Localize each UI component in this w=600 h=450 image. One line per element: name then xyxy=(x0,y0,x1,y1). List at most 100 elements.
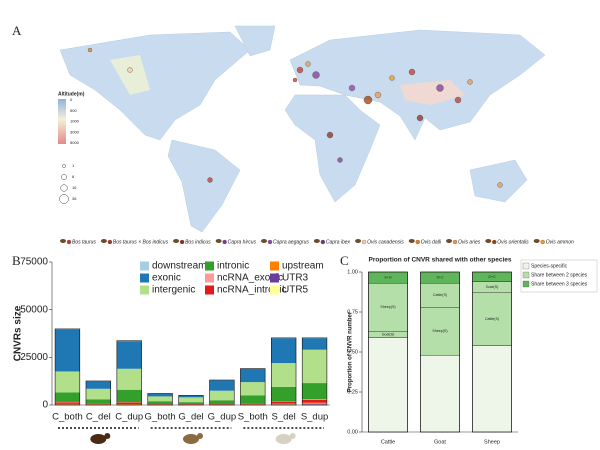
bar-segment xyxy=(302,403,327,405)
bar-segment xyxy=(209,380,235,391)
animal-icon xyxy=(533,239,540,243)
bar-segment xyxy=(368,283,408,332)
legend-label: exonic xyxy=(152,273,181,284)
animal-icon xyxy=(173,239,180,243)
bar-segment xyxy=(302,399,327,400)
y-tick-label: 75000 xyxy=(20,257,48,268)
site xyxy=(416,114,424,122)
size-legend-mark xyxy=(60,184,68,192)
legend-label: intronic xyxy=(217,261,249,272)
bar-segment xyxy=(147,401,173,405)
x-tick-label: Sheep xyxy=(484,439,500,445)
legend-box xyxy=(520,259,598,293)
bar-segment xyxy=(116,368,142,390)
animal-icon xyxy=(289,433,296,439)
site xyxy=(207,177,213,183)
panel-label: C xyxy=(340,253,349,268)
legend-swatch xyxy=(270,273,279,283)
bar-segment xyxy=(116,389,142,403)
legend-swatch xyxy=(205,273,214,283)
color-bar xyxy=(58,99,66,144)
x-tick-label: S_del xyxy=(272,412,296,423)
bar-outline xyxy=(240,368,266,406)
x-tick-label: Goat xyxy=(434,439,446,445)
animal-icon xyxy=(446,239,453,243)
bar-segment xyxy=(240,395,266,404)
site xyxy=(292,77,298,83)
legend-swatch xyxy=(205,285,214,295)
bar-outline xyxy=(209,379,235,406)
animal-icon xyxy=(90,434,107,444)
species-symbol xyxy=(415,239,420,245)
y-tick-label: 0 xyxy=(42,400,48,411)
bar-segment xyxy=(55,402,80,404)
bar-outline xyxy=(116,340,142,406)
y-tick-label: 50000 xyxy=(20,304,48,315)
bar-segment xyxy=(302,383,327,400)
segment-label: Goat(S) xyxy=(486,285,499,289)
bar-segment xyxy=(271,338,297,364)
bar-segment xyxy=(271,363,297,387)
species-label: Capra aegagrus xyxy=(273,239,309,245)
continent xyxy=(167,139,241,233)
bar-segment xyxy=(209,400,235,405)
legend-label: intergenic xyxy=(152,285,195,296)
bar-segment xyxy=(178,397,204,403)
animal-icon xyxy=(104,433,111,439)
legend-label: UTR3 xyxy=(282,273,309,284)
x-tick-label: G_del xyxy=(178,412,203,423)
species-symbol xyxy=(66,239,72,245)
site xyxy=(127,67,133,73)
bar-segment xyxy=(85,381,111,389)
size-legend-label: 16 xyxy=(72,185,77,190)
sample-sites xyxy=(87,47,503,188)
animal-icon xyxy=(275,434,292,444)
bar-segment xyxy=(178,402,204,405)
species-symbol xyxy=(179,239,185,245)
site xyxy=(326,131,334,139)
bar-outline xyxy=(271,337,297,406)
site xyxy=(436,84,444,92)
segment-label: G+C xyxy=(488,275,496,279)
bar-segment xyxy=(85,399,111,404)
continent xyxy=(469,159,528,203)
legend-title: Altitude(m) xyxy=(58,91,85,97)
altitude-tick-label: 5000 xyxy=(70,140,80,145)
animal-icon xyxy=(60,239,66,243)
species-label: Ovis dalli xyxy=(421,239,442,245)
y-tick-label: 0.00 xyxy=(347,429,358,435)
legend-swatch xyxy=(522,271,530,279)
bar-segment xyxy=(55,392,80,402)
legend-swatch xyxy=(270,261,279,271)
site xyxy=(454,96,462,104)
x-tick-label: C_del xyxy=(86,412,111,423)
size-legend-mark xyxy=(62,164,66,168)
panel-label: A xyxy=(12,23,22,38)
bar-segment xyxy=(116,341,142,369)
bar-outline xyxy=(54,328,81,406)
legend-label: downstream xyxy=(152,261,206,272)
bar-segment xyxy=(240,368,266,383)
size-legend-label: 1 xyxy=(72,163,75,168)
species-label: Bos taurus xyxy=(72,239,96,245)
bar-segment xyxy=(55,329,80,372)
bar-outline xyxy=(301,337,328,406)
species-label: Capra ibex xyxy=(326,239,351,245)
x-tick-label: G_both xyxy=(145,412,176,423)
site xyxy=(467,79,473,85)
species-symbol xyxy=(361,239,367,245)
animal-icon xyxy=(100,239,107,243)
size-legend-label: 36 xyxy=(72,196,77,201)
legend-label: ncRNA_intronic xyxy=(217,285,286,296)
bar-segment xyxy=(472,345,512,433)
site xyxy=(312,71,320,79)
legend-label: UTR5 xyxy=(282,285,309,296)
species-label: Ovis orientalis xyxy=(497,239,529,245)
altitude-tick-label: 0 xyxy=(70,97,73,102)
animal-icon xyxy=(485,239,492,243)
y-axis-label: Proportion of CNVR number xyxy=(348,311,354,392)
animal-icon xyxy=(215,239,222,243)
site xyxy=(408,68,416,76)
species-label: Ovis ammon xyxy=(546,239,574,245)
